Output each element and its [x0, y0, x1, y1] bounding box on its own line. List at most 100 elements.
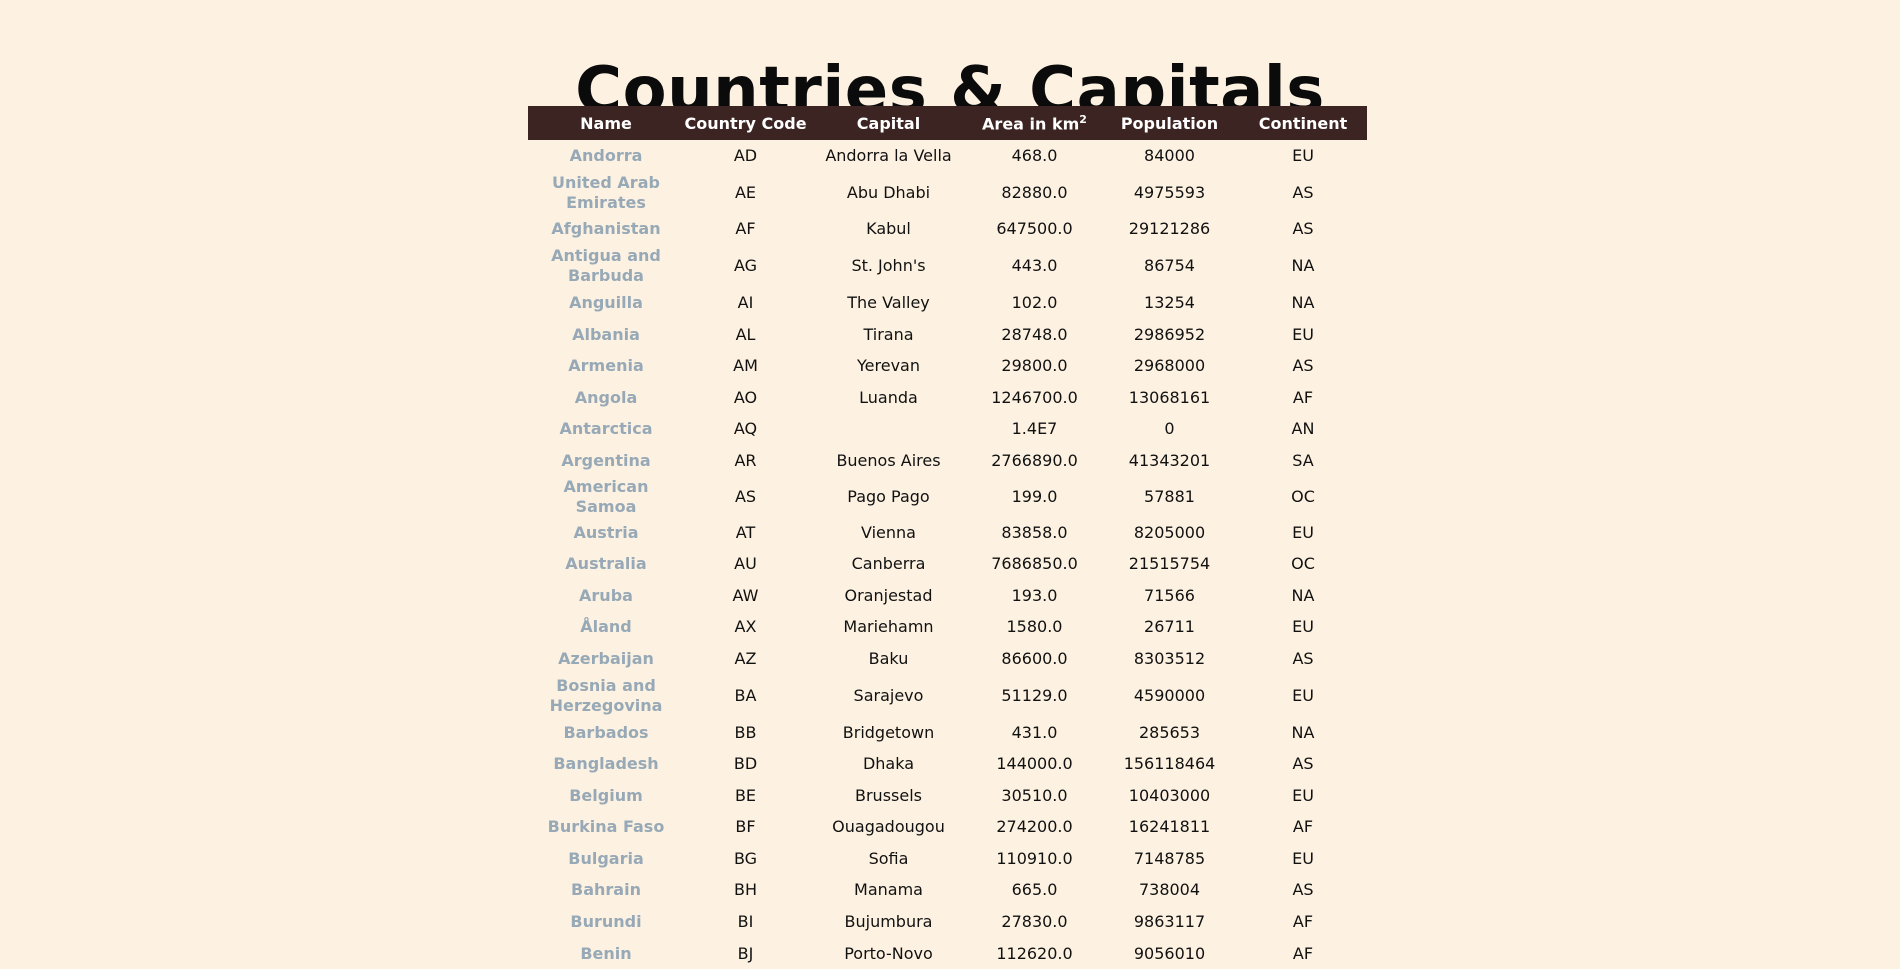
country-name-link[interactable]: Bulgaria — [529, 843, 684, 875]
country-name-link[interactable]: Albania — [529, 319, 684, 351]
continent-cell: AS — [1240, 350, 1367, 382]
continent-cell: EU — [1240, 140, 1367, 172]
country-name-link[interactable]: Benin — [529, 938, 684, 969]
country-name-link[interactable]: Bahrain — [529, 875, 684, 907]
area-cell: 274200.0 — [970, 812, 1100, 844]
population-cell: 8205000 — [1100, 517, 1240, 549]
country-name-link[interactable]: Åland — [529, 612, 684, 644]
country-name-link[interactable]: Barbados — [529, 717, 684, 749]
area-cell: 30510.0 — [970, 780, 1100, 812]
capital-cell: Yerevan — [808, 350, 970, 382]
capital-cell: Kabul — [808, 214, 970, 246]
continent-cell: NA — [1240, 717, 1367, 749]
country-name-link[interactable]: Burkina Faso — [529, 812, 684, 844]
area-cell: 110910.0 — [970, 843, 1100, 875]
capital-cell: Ouagadougou — [808, 812, 970, 844]
continent-cell: AS — [1240, 643, 1367, 675]
population-cell: 71566 — [1100, 580, 1240, 612]
capital-cell: Pago Pago — [808, 477, 970, 517]
country-name-link[interactable]: Armenia — [529, 350, 684, 382]
column-header-name[interactable]: Name — [529, 107, 684, 140]
country-code-cell: BA — [684, 675, 808, 717]
country-name-link[interactable]: Bangladesh — [529, 748, 684, 780]
country-code-cell: AI — [684, 287, 808, 319]
countries-table: Name Country Code Capital Area in km2 Po… — [528, 106, 1367, 969]
area-cell: 27830.0 — [970, 906, 1100, 938]
country-name-link[interactable]: Angola — [529, 382, 684, 414]
continent-cell: AS — [1240, 214, 1367, 246]
country-code-cell: AS — [684, 477, 808, 517]
capital-cell: St. John's — [808, 245, 970, 287]
country-code-cell: BH — [684, 875, 808, 907]
country-name-link[interactable]: Azerbaijan — [529, 643, 684, 675]
population-cell: 4975593 — [1100, 172, 1240, 214]
country-name-link[interactable]: Anguilla — [529, 287, 684, 319]
country-name-link[interactable]: Antigua and Barbuda — [529, 245, 684, 287]
capital-cell: Sarajevo — [808, 675, 970, 717]
country-name-link[interactable]: Australia — [529, 548, 684, 580]
continent-cell: EU — [1240, 675, 1367, 717]
area-cell: 2766890.0 — [970, 445, 1100, 477]
country-code-cell: BJ — [684, 938, 808, 969]
population-cell: 8303512 — [1100, 643, 1240, 675]
capital-cell: Luanda — [808, 382, 970, 414]
country-name-link[interactable]: Burundi — [529, 906, 684, 938]
country-name-link[interactable]: American Samoa — [529, 477, 684, 517]
country-name-link[interactable]: Andorra — [529, 140, 684, 172]
area-cell: 82880.0 — [970, 172, 1100, 214]
area-cell: 468.0 — [970, 140, 1100, 172]
area-cell: 1.4E7 — [970, 414, 1100, 446]
column-header-area[interactable]: Area in km2 — [970, 107, 1100, 140]
capital-cell: Baku — [808, 643, 970, 675]
column-header-capital[interactable]: Capital — [808, 107, 970, 140]
column-header-continent[interactable]: Continent — [1240, 107, 1367, 140]
population-cell: 10403000 — [1100, 780, 1240, 812]
country-code-cell: BD — [684, 748, 808, 780]
population-cell: 285653 — [1100, 717, 1240, 749]
capital-cell: Abu Dhabi — [808, 172, 970, 214]
column-header-country-code[interactable]: Country Code — [684, 107, 808, 140]
population-cell: 26711 — [1100, 612, 1240, 644]
continent-cell: OC — [1240, 477, 1367, 517]
area-cell: 51129.0 — [970, 675, 1100, 717]
country-name-link[interactable]: United Arab Emirates — [529, 172, 684, 214]
area-cell: 102.0 — [970, 287, 1100, 319]
population-cell: 156118464 — [1100, 748, 1240, 780]
continent-cell: SA — [1240, 445, 1367, 477]
capital-cell: Andorra la Vella — [808, 140, 970, 172]
country-code-cell: BF — [684, 812, 808, 844]
country-name-link[interactable]: Austria — [529, 517, 684, 549]
country-code-cell: AW — [684, 580, 808, 612]
country-code-cell: BB — [684, 717, 808, 749]
country-code-cell: AG — [684, 245, 808, 287]
continent-cell: NA — [1240, 245, 1367, 287]
country-name-link[interactable]: Afghanistan — [529, 214, 684, 246]
country-code-cell: AR — [684, 445, 808, 477]
country-code-cell: AZ — [684, 643, 808, 675]
country-code-cell: AF — [684, 214, 808, 246]
country-name-link[interactable]: Argentina — [529, 445, 684, 477]
continent-cell: AF — [1240, 938, 1367, 969]
area-cell: 7686850.0 — [970, 548, 1100, 580]
column-header-population[interactable]: Population — [1100, 107, 1240, 140]
country-name-link[interactable]: Aruba — [529, 580, 684, 612]
country-name-link[interactable]: Belgium — [529, 780, 684, 812]
area-header-superscript: 2 — [1079, 113, 1087, 126]
continent-cell: NA — [1240, 580, 1367, 612]
country-name-link[interactable]: Bosnia and Herzegovina — [529, 675, 684, 717]
population-cell: 9863117 — [1100, 906, 1240, 938]
country-name-link[interactable]: Antarctica — [529, 414, 684, 446]
table-header: Name Country Code Capital Area in km2 Po… — [529, 107, 1367, 140]
capital-cell: Dhaka — [808, 748, 970, 780]
